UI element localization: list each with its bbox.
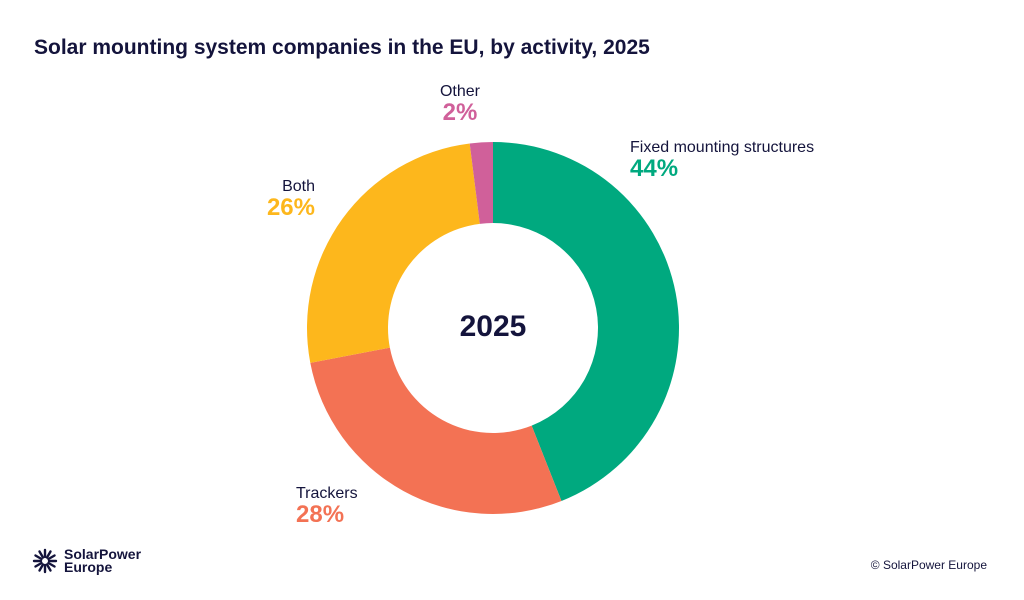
slice-value: 2%: [442, 99, 478, 126]
logo-line2: Europe: [64, 559, 113, 575]
sun-icon: [32, 548, 58, 574]
slice-label: Fixed mounting structures: [630, 139, 815, 156]
slice-value: 28%: [296, 501, 345, 528]
slice-fixed-mounting-structures: [493, 142, 679, 501]
chart-title: Solar mounting system companies in the E…: [34, 36, 650, 59]
slice-label: Other: [439, 83, 480, 100]
label-fixed: Fixed mounting structures 44%: [630, 138, 814, 181]
label-other: Other 2%: [430, 82, 490, 125]
solarpower-europe-logo: SolarPower Europe: [32, 546, 142, 575]
slice-both: [307, 143, 480, 363]
slice-other: [469, 142, 493, 224]
label-trackers: Trackers 28%: [296, 484, 358, 527]
center-label: 2025: [459, 310, 527, 343]
logo-line1: SolarPower: [64, 546, 142, 562]
label-both: Both 26%: [260, 177, 315, 220]
slice-value: 26%: [266, 194, 315, 221]
slice-label: Both: [282, 178, 315, 195]
copyright: © SolarPower Europe: [870, 558, 987, 572]
slice-label: Trackers: [296, 485, 358, 502]
slice-trackers: [310, 347, 562, 514]
slice-value: 44%: [630, 155, 679, 182]
